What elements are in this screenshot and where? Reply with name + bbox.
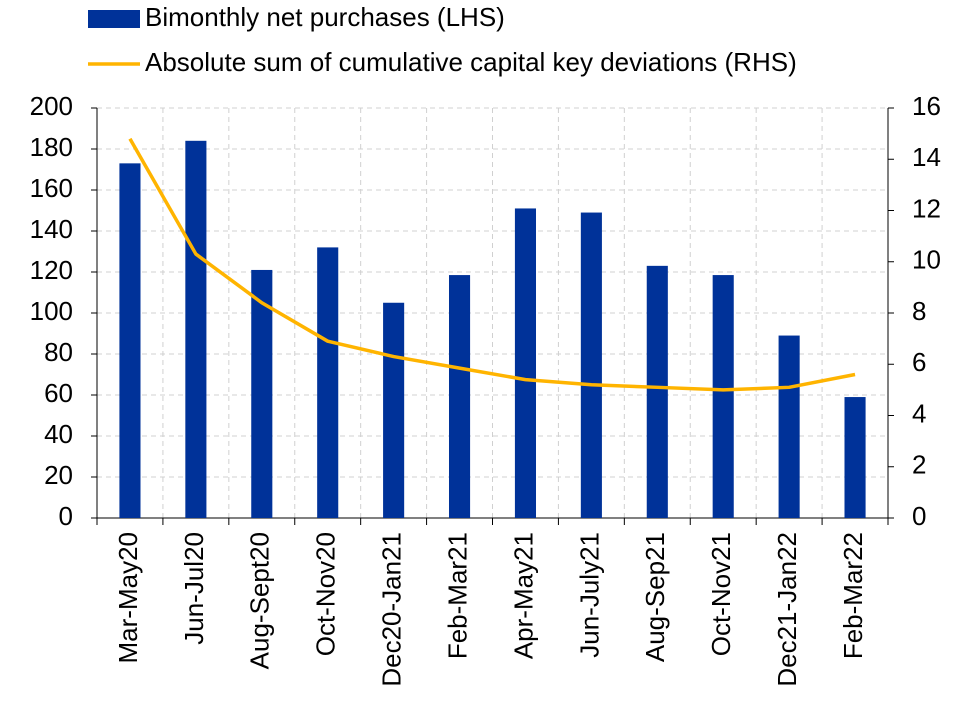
bar [317,247,339,518]
x-tick-label: Mar-May20 [113,532,143,663]
line [128,137,856,392]
y2-tick-label: 16 [912,91,941,121]
y2-tick-label: 14 [912,142,941,172]
bar [712,275,734,518]
y2-tick-label: 8 [912,296,926,326]
bar [448,275,471,518]
x-tick-label: Dec20-Jan21 [377,532,407,687]
bar [646,265,668,518]
x-tick-label: Aug-Sep21 [640,532,670,662]
legend-label: Absolute sum of cumulative capital key d… [145,47,797,77]
y2-tick-label: 0 [912,501,926,531]
y-tick-label: 200 [30,91,73,121]
bar [580,212,602,519]
x-tick-label: Aug-Sept20 [245,532,275,669]
y-tick-label: 120 [30,255,73,285]
y2-tick-label: 4 [912,398,926,428]
bar [251,269,273,518]
y-tick-label: 20 [44,460,73,490]
x-tick-label: Apr-May21 [508,532,538,659]
y-tick-label: 140 [30,214,73,244]
y2-tick-label: 10 [912,245,941,275]
x-tick-label: Oct-Nov21 [706,532,736,656]
bar [844,397,866,518]
y-tick-label: 180 [30,132,73,162]
bar [778,335,800,518]
legend-label: Bimonthly net purchases (LHS) [145,2,505,32]
x-tick-label: Jun-July21 [574,532,604,658]
x-tick-label: Jun-Jul20 [179,532,209,645]
x-tick-label: Feb-Mar22 [838,532,868,659]
bar [514,208,537,518]
bar [119,163,141,518]
x-tick-label: Dec21-Jan22 [772,532,802,687]
x-tick-label: Oct-Nov20 [311,532,341,656]
y-tick-label: 40 [44,419,73,449]
y2-tick-label: 2 [912,450,926,480]
y-tick-label: 100 [30,296,73,326]
y-tick-label: 60 [44,378,73,408]
y-tick-label: 80 [44,337,73,367]
y2-tick-label: 6 [912,347,926,377]
bar [185,140,207,519]
y2-tick-label: 12 [912,193,941,223]
bar [383,302,405,518]
y-tick-label: 0 [59,501,73,531]
y-tick-label: 160 [30,173,73,203]
x-tick-label: Feb-Mar21 [442,532,472,659]
legend-swatch [88,10,140,28]
